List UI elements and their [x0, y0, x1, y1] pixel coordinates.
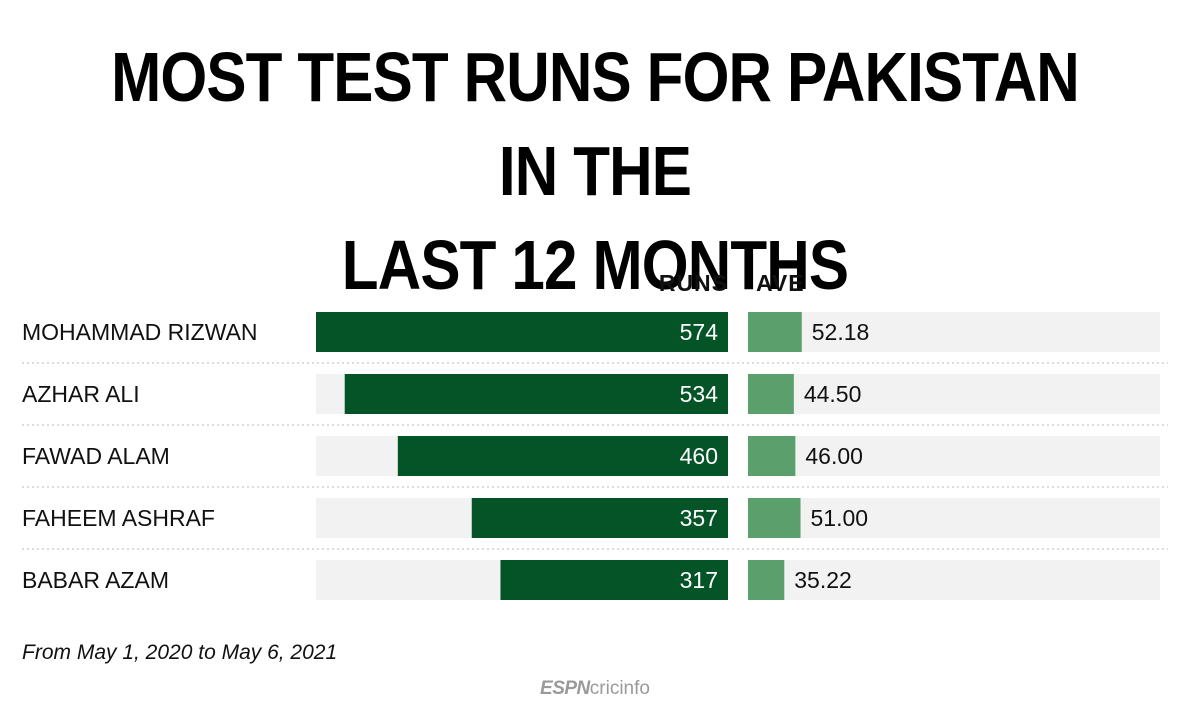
chart-title-line-2: LAST 12 MONTHS — [341, 226, 849, 304]
ave-value-label: 46.00 — [805, 443, 863, 469]
ave-track — [748, 560, 1160, 600]
player-label: MOHAMMAD RIZWAN — [22, 319, 258, 345]
chart-title-line-1: MOST TEST RUNS FOR PAKISTAN IN THE — [111, 38, 1080, 210]
player-label: AZHAR ALI — [22, 381, 140, 407]
runs-value-label: 357 — [680, 505, 718, 531]
ave-bar — [748, 436, 796, 476]
runs-bar — [500, 560, 728, 600]
runs-value-label: 534 — [680, 381, 719, 407]
espn-logo-text: ESPN — [540, 678, 590, 699]
ave-track — [748, 374, 1160, 414]
ave-bar — [748, 312, 802, 352]
ave-value-label: 51.00 — [811, 505, 869, 531]
runs-column-header: RUNS — [658, 270, 728, 296]
ave-value-label: 44.50 — [804, 381, 862, 407]
ave-bar — [748, 498, 801, 538]
ave-track — [748, 312, 1160, 352]
footnote: From May 1, 2020 to May 6, 2021 — [22, 641, 338, 664]
runs-bar — [471, 498, 728, 538]
runs-bar — [316, 312, 728, 352]
ave-bar — [748, 560, 785, 600]
espncricinfo-logo: ESPNcricinfo — [0, 678, 1190, 700]
ave-column-header: AVE — [756, 270, 805, 296]
cricinfo-logo-text: cricinfo — [589, 678, 650, 699]
runs-bar — [344, 374, 728, 414]
player-label: FAWAD ALAM — [22, 443, 170, 469]
ave-value-label: 52.18 — [812, 319, 870, 345]
player-label: FAHEEM ASHRAF — [22, 505, 215, 531]
player-label: BABAR AZAM — [22, 567, 169, 593]
runs-value-label: 317 — [680, 567, 718, 593]
runs-bar — [397, 436, 728, 476]
ave-bar — [748, 374, 794, 414]
chart-title: MOST TEST RUNS FOR PAKISTAN IN THE LAST … — [83, 30, 1106, 312]
runs-value-label: 460 — [680, 443, 718, 469]
runs-value-label: 574 — [680, 319, 719, 345]
ave-track — [748, 436, 1160, 476]
ave-value-label: 35.22 — [794, 567, 852, 593]
ave-track — [748, 498, 1160, 538]
